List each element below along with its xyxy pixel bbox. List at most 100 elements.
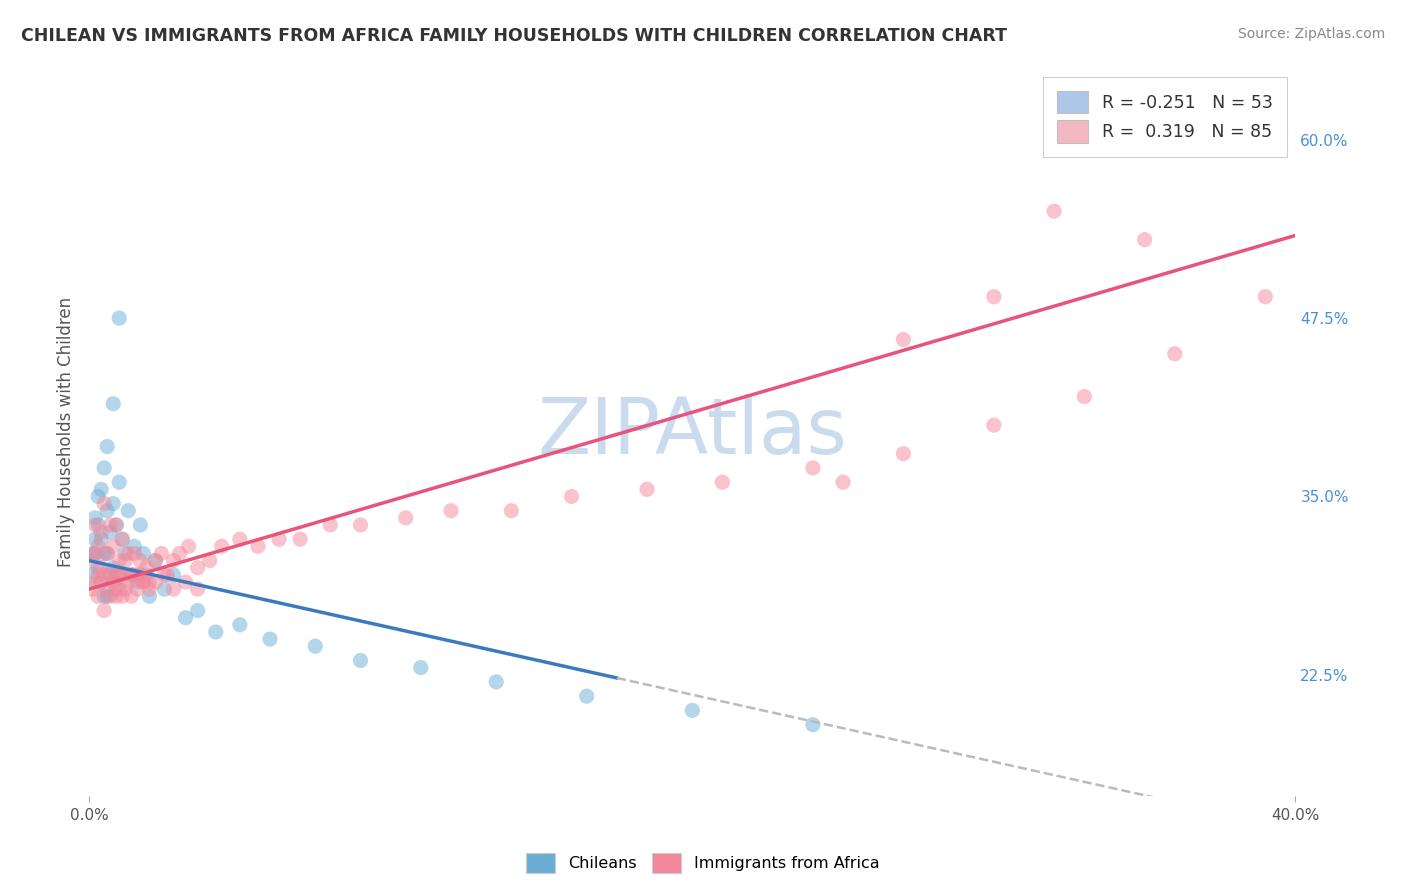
Point bbox=[395, 511, 418, 525]
Point bbox=[129, 567, 152, 582]
Point bbox=[174, 610, 197, 624]
Point bbox=[98, 567, 121, 582]
Point bbox=[87, 518, 110, 533]
Point bbox=[87, 567, 110, 582]
Point bbox=[319, 518, 342, 533]
Point bbox=[108, 567, 131, 582]
Point bbox=[98, 567, 121, 582]
Point bbox=[84, 547, 107, 561]
Point bbox=[156, 567, 179, 582]
Point bbox=[246, 540, 269, 554]
Point bbox=[138, 574, 160, 589]
Point bbox=[87, 490, 110, 504]
Point bbox=[90, 560, 112, 574]
Point bbox=[124, 547, 146, 561]
Point bbox=[832, 475, 855, 490]
Point bbox=[117, 574, 139, 589]
Point bbox=[90, 574, 112, 589]
Point bbox=[290, 533, 312, 547]
Point bbox=[162, 582, 184, 596]
Point bbox=[108, 311, 131, 326]
Point bbox=[105, 518, 128, 533]
Point bbox=[84, 511, 107, 525]
Point bbox=[108, 567, 131, 582]
Point bbox=[145, 554, 167, 568]
Point bbox=[129, 554, 152, 568]
Point bbox=[103, 560, 125, 574]
Point bbox=[105, 582, 128, 596]
Point bbox=[98, 518, 121, 533]
Point bbox=[105, 567, 128, 582]
Point bbox=[120, 567, 142, 582]
Point bbox=[93, 567, 115, 582]
Point bbox=[1073, 390, 1095, 404]
Point bbox=[93, 603, 115, 617]
Point bbox=[114, 554, 136, 568]
Point bbox=[177, 540, 200, 554]
Point bbox=[111, 589, 134, 603]
Point bbox=[169, 547, 191, 561]
Point bbox=[138, 589, 160, 603]
Point bbox=[103, 397, 125, 411]
Point bbox=[575, 689, 598, 703]
Point bbox=[187, 560, 209, 574]
Point bbox=[108, 554, 131, 568]
Point bbox=[98, 589, 121, 603]
Point bbox=[135, 560, 157, 574]
Point bbox=[145, 574, 167, 589]
Point bbox=[108, 475, 131, 490]
Point bbox=[111, 567, 134, 582]
Point bbox=[96, 589, 118, 603]
Point bbox=[84, 547, 107, 561]
Point bbox=[304, 639, 326, 653]
Point bbox=[80, 567, 103, 582]
Point bbox=[114, 547, 136, 561]
Point bbox=[983, 418, 1005, 433]
Point bbox=[204, 624, 226, 639]
Point bbox=[117, 504, 139, 518]
Point bbox=[1254, 290, 1277, 304]
Point bbox=[162, 554, 184, 568]
Point bbox=[501, 504, 523, 518]
Point bbox=[84, 533, 107, 547]
Point bbox=[108, 582, 131, 596]
Point bbox=[561, 490, 583, 504]
Point bbox=[229, 533, 252, 547]
Point bbox=[120, 589, 142, 603]
Point bbox=[132, 574, 155, 589]
Point bbox=[349, 518, 371, 533]
Point bbox=[229, 617, 252, 632]
Point bbox=[98, 525, 121, 540]
Point bbox=[87, 540, 110, 554]
Point bbox=[187, 582, 209, 596]
Point bbox=[96, 547, 118, 561]
Point bbox=[93, 461, 115, 475]
Point bbox=[103, 540, 125, 554]
Point bbox=[1164, 347, 1187, 361]
Point bbox=[983, 290, 1005, 304]
Point bbox=[103, 574, 125, 589]
Point bbox=[135, 567, 157, 582]
Point bbox=[132, 547, 155, 561]
Point bbox=[440, 504, 463, 518]
Point bbox=[162, 567, 184, 582]
Point bbox=[96, 547, 118, 561]
Point bbox=[893, 333, 915, 347]
Point bbox=[111, 533, 134, 547]
Point bbox=[90, 533, 112, 547]
Point bbox=[127, 567, 149, 582]
Point bbox=[103, 497, 125, 511]
Point bbox=[84, 518, 107, 533]
Point bbox=[893, 447, 915, 461]
Point bbox=[349, 653, 371, 667]
Text: CHILEAN VS IMMIGRANTS FROM AFRICA FAMILY HOUSEHOLDS WITH CHILDREN CORRELATION CH: CHILEAN VS IMMIGRANTS FROM AFRICA FAMILY… bbox=[21, 27, 1007, 45]
Legend: R = -0.251   N = 53, R =  0.319   N = 85: R = -0.251 N = 53, R = 0.319 N = 85 bbox=[1043, 78, 1286, 156]
Point bbox=[127, 582, 149, 596]
Point bbox=[124, 540, 146, 554]
Point bbox=[801, 717, 824, 731]
Point bbox=[150, 547, 173, 561]
Point bbox=[120, 567, 142, 582]
Point bbox=[198, 554, 221, 568]
Point bbox=[105, 589, 128, 603]
Point bbox=[105, 518, 128, 533]
